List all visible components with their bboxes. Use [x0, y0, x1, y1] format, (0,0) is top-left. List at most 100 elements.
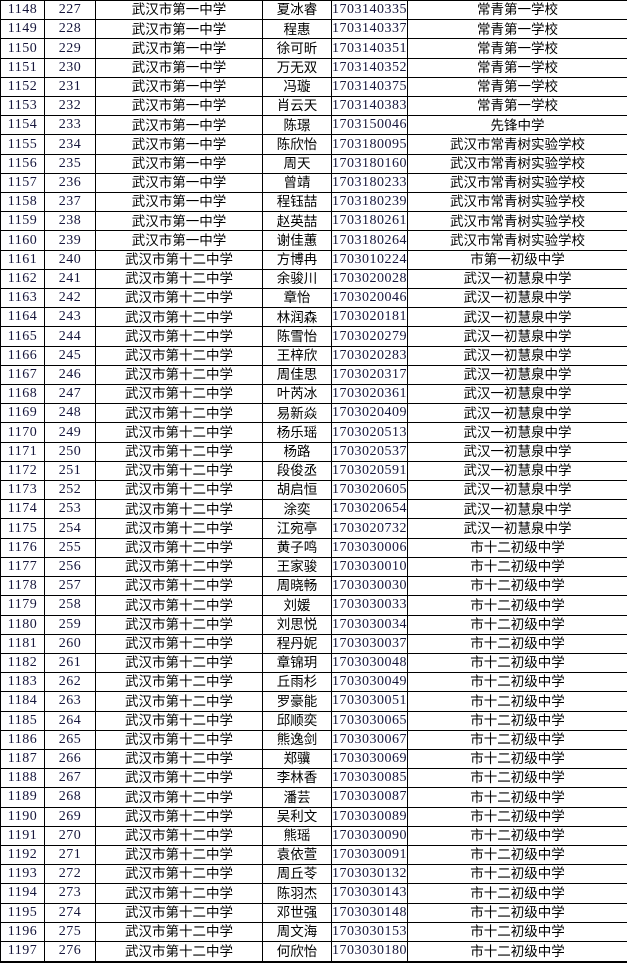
cell-serial-number: 1153: [0, 96, 45, 117]
cell-school-name: 武汉市第十二中学: [95, 921, 263, 942]
cell-destination-school: 武汉市常青树实验学校: [407, 134, 627, 155]
cell-school-name: 武汉市第十二中学: [95, 422, 263, 443]
cell-sequence-number: 245: [44, 345, 96, 366]
cell-destination-school: 武汉一初慧泉中学: [407, 268, 627, 290]
cell-destination-school: 市第一初级中学: [407, 249, 627, 270]
cell-serial-number: 1177: [0, 556, 45, 578]
cell-exam-id: 1703020283: [331, 345, 408, 366]
cell-exam-id: 1703010224: [331, 249, 408, 270]
cell-sequence-number: 253: [44, 499, 96, 520]
cell-sequence-number: 241: [44, 268, 96, 290]
cell-student-name: 段俊丞: [262, 460, 332, 482]
cell-serial-number: 1189: [0, 787, 45, 808]
cell-sequence-number: 234: [44, 134, 96, 155]
cell-sequence-number: 257: [44, 576, 96, 597]
cell-sequence-number: 267: [44, 768, 96, 789]
cell-exam-id: 1703030148: [331, 902, 408, 923]
cell-sequence-number: 259: [44, 614, 96, 635]
table-row: 1187 266 武汉市第十二中学 郑骥 1703030069 市十二初级中学: [0, 748, 627, 770]
cell-exam-id: 1703020591: [331, 460, 408, 482]
cell-sequence-number: 239: [44, 230, 96, 251]
cell-serial-number: 1162: [0, 268, 45, 290]
table-row: 1156 235 武汉市第一中学 周天 1703180160 武汉市常青树实验学校: [0, 153, 627, 174]
table-row: 1149 228 武汉市第一中学 程惠 1703140337 常青第一学校: [0, 19, 627, 40]
cell-student-name: 江宛亭: [262, 518, 332, 539]
cell-exam-id: 1703030180: [331, 940, 408, 963]
cell-student-name: 郑骥: [262, 748, 332, 770]
table-row: 1164 243 武汉市第十二中学 林润森 1703020181 武汉一初慧泉中学: [0, 307, 627, 328]
cell-sequence-number: 261: [44, 652, 96, 674]
cell-sequence-number: 251: [44, 460, 96, 482]
cell-exam-id: 1703150046: [331, 115, 408, 136]
table-row: 1177 256 武汉市第十二中学 王家骏 1703030010 市十二初级中学: [0, 556, 627, 578]
cell-serial-number: 1161: [0, 249, 45, 270]
table-row: 1170 249 武汉市第十二中学 杨乐瑶 1703020513 武汉一初慧泉中学: [0, 422, 627, 443]
cell-student-name: 刘媛: [262, 595, 332, 616]
cell-school-name: 武汉市第十二中学: [95, 384, 263, 405]
cell-destination-school: 市十二初级中学: [407, 556, 627, 578]
cell-school-name: 武汉市第十二中学: [95, 710, 263, 731]
cell-destination-school: 市十二初级中学: [407, 633, 627, 654]
cell-serial-number: 1168: [0, 384, 45, 405]
cell-school-name: 武汉市第十二中学: [95, 576, 263, 597]
cell-student-name: 熊瑶: [262, 825, 332, 846]
cell-serial-number: 1178: [0, 576, 45, 597]
cell-serial-number: 1183: [0, 672, 45, 693]
cell-destination-school: 武汉一初慧泉中学: [407, 518, 627, 539]
cell-school-name: 武汉市第十二中学: [95, 364, 263, 386]
cell-sequence-number: 232: [44, 96, 96, 117]
cell-destination-school: 市十二初级中学: [407, 537, 627, 558]
table-row: 1162 241 武汉市第十二中学 余骏川 1703020028 武汉一初慧泉中学: [0, 268, 627, 290]
cell-school-name: 武汉市第一中学: [95, 19, 263, 40]
table-row: 1157 236 武汉市第一中学 曾靖 1703180233 武汉市常青树实验学校: [0, 172, 627, 194]
cell-serial-number: 1185: [0, 710, 45, 731]
cell-student-name: 陈雪怡: [262, 326, 332, 347]
cell-school-name: 武汉市第十二中学: [95, 518, 263, 539]
cell-exam-id: 1703030090: [331, 825, 408, 846]
cell-exam-id: 1703030049: [331, 672, 408, 693]
cell-destination-school: 武汉市常青树实验学校: [407, 192, 627, 213]
cell-destination-school: 市十二初级中学: [407, 614, 627, 635]
cell-destination-school: 市十二初级中学: [407, 576, 627, 597]
cell-destination-school: 市十二初级中学: [407, 691, 627, 712]
cell-destination-school: 先锋中学: [407, 115, 627, 136]
cell-sequence-number: 235: [44, 153, 96, 174]
cell-student-name: 杨乐瑶: [262, 422, 332, 443]
cell-exam-id: 1703020732: [331, 518, 408, 539]
cell-serial-number: 1195: [0, 902, 45, 923]
cell-destination-school: 常青第一学校: [407, 38, 627, 59]
cell-destination-school: 市十二初级中学: [407, 710, 627, 731]
cell-student-name: 周佳思: [262, 364, 332, 386]
cell-exam-id: 1703180095: [331, 134, 408, 155]
cell-student-name: 冯璇: [262, 76, 332, 98]
cell-student-name: 黄子鸣: [262, 537, 332, 558]
cell-sequence-number: 237: [44, 192, 96, 213]
cell-destination-school: 常青第一学校: [407, 96, 627, 117]
cell-destination-school: 常青第一学校: [407, 0, 627, 21]
cell-serial-number: 1188: [0, 768, 45, 789]
cell-school-name: 武汉市第十二中学: [95, 691, 263, 712]
cell-school-name: 武汉市第十二中学: [95, 864, 263, 885]
table-row: 1179 258 武汉市第十二中学 刘媛 1703030033 市十二初级中学: [0, 595, 627, 616]
cell-school-name: 武汉市第十二中学: [95, 480, 263, 501]
cell-sequence-number: 264: [44, 710, 96, 731]
table-row: 1161 240 武汉市第十二中学 方博冉 1703010224 市第一初级中学: [0, 249, 627, 270]
cell-exam-id: 1703020028: [331, 268, 408, 290]
cell-student-name: 叶芮冰: [262, 384, 332, 405]
table-row: 1154 233 武汉市第一中学 陈璟 1703150046 先锋中学: [0, 115, 627, 136]
cell-serial-number: 1170: [0, 422, 45, 443]
cell-student-name: 王家骏: [262, 556, 332, 578]
cell-school-name: 武汉市第十二中学: [95, 326, 263, 347]
cell-sequence-number: 249: [44, 422, 96, 443]
cell-exam-id: 1703030030: [331, 576, 408, 597]
cell-sequence-number: 229: [44, 38, 96, 59]
cell-sequence-number: 276: [44, 940, 96, 963]
cell-sequence-number: 254: [44, 518, 96, 539]
cell-school-name: 武汉市第十二中学: [95, 940, 263, 963]
cell-serial-number: 1151: [0, 57, 45, 78]
cell-exam-id: 1703030034: [331, 614, 408, 635]
cell-destination-school: 市十二初级中学: [407, 940, 627, 963]
cell-exam-id: 1703020513: [331, 422, 408, 443]
table-row: 1148 227 武汉市第一中学 夏冰睿 1703140335 常青第一学校: [0, 0, 627, 21]
